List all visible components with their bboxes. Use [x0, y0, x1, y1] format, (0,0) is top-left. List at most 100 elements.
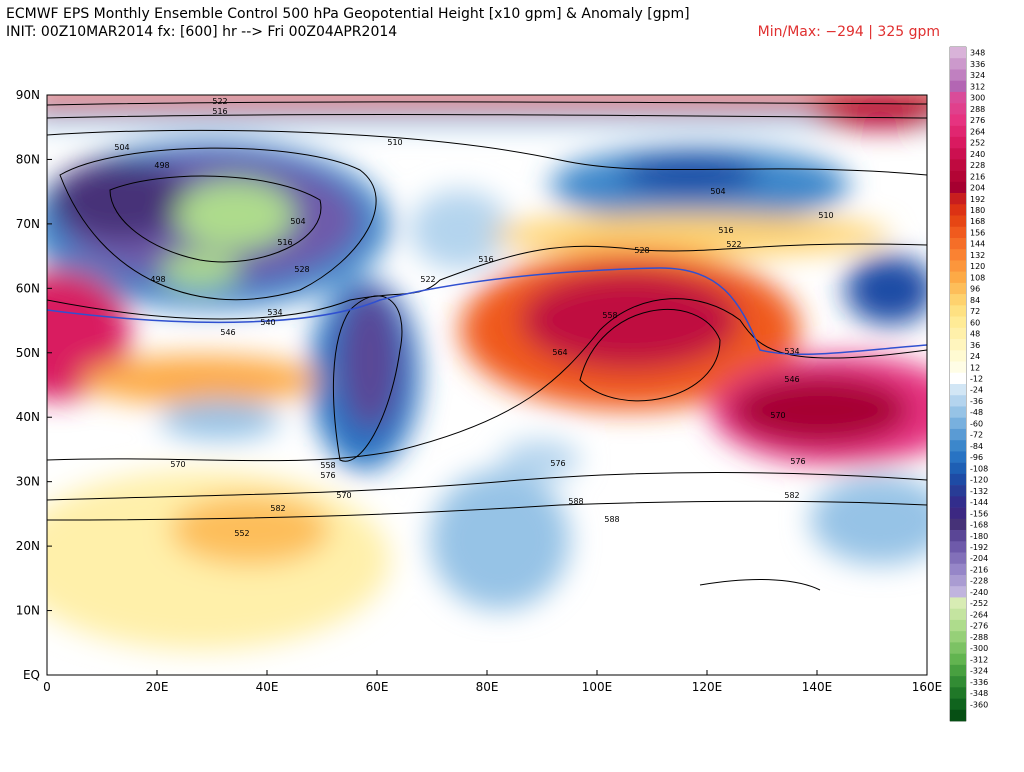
contour-label: 552 [234, 529, 249, 538]
colorbar-label: -360 [970, 700, 988, 709]
colorbar-swatch [950, 709, 966, 722]
colorbar-swatch [950, 125, 966, 138]
colorbar-swatch [950, 440, 966, 452]
colorbar-swatch [950, 350, 966, 362]
colorbar-label: 24 [970, 352, 980, 361]
colorbar-swatch [950, 249, 966, 261]
lon-label: 0 [43, 680, 51, 694]
contour-label: 588 [568, 497, 583, 506]
colorbar-label: 180 [970, 206, 985, 215]
colorbar-label: 276 [970, 116, 985, 125]
colorbar-label: 156 [970, 228, 985, 237]
colorbar-swatch [950, 136, 966, 149]
colorbar-swatch [950, 361, 966, 374]
colorbar-label: -300 [970, 644, 988, 653]
init-line: INIT: 00Z10MAR2014 fx: [600] hr --> Fri … [6, 24, 397, 40]
lat-label: 20N [16, 539, 40, 553]
colorbar-label: 120 [970, 262, 985, 271]
lat-label: 30N [16, 475, 40, 489]
contour-label: 498 [154, 161, 169, 170]
lat-label: EQ [23, 668, 40, 682]
contour-label: 546 [784, 375, 799, 384]
colorbar-swatch [950, 316, 966, 329]
lon-label: 140E [802, 680, 833, 694]
colorbar-swatch [950, 170, 966, 183]
contour-label: 510 [387, 138, 402, 147]
contour-label: 540 [260, 318, 275, 327]
colorbar-swatch [950, 294, 966, 306]
contour-label: 558 [602, 311, 617, 320]
colorbar-swatch [950, 698, 966, 711]
colorbar-swatch [950, 451, 966, 463]
colorbar-label: 252 [970, 139, 985, 148]
colorbar-label: -252 [970, 599, 988, 608]
colorbar-swatch [950, 428, 966, 441]
colorbar-label: -120 [970, 476, 988, 485]
colorbar-label: -84 [970, 442, 983, 451]
colorbar-swatch [950, 619, 966, 632]
colorbar-label: -180 [970, 532, 988, 541]
contour-label: 504 [710, 187, 725, 196]
contour-label: 522 [420, 275, 435, 284]
contour-label: 510 [818, 211, 833, 220]
colorbar-label: 228 [970, 161, 985, 170]
colorbar-label: -336 [970, 678, 988, 687]
colorbar-label: 216 [970, 172, 985, 181]
colorbar-label: 204 [970, 184, 985, 193]
title: ECMWF EPS Monthly Ensemble Control 500 h… [6, 6, 690, 22]
lat-label: 50N [16, 346, 40, 360]
lat-label: 40N [16, 410, 40, 424]
colorbar-label: -168 [970, 521, 988, 530]
colorbar-label: 144 [970, 240, 985, 249]
contour-label: 534 [267, 308, 282, 317]
colorbar-label: -48 [970, 408, 983, 417]
colorbar-swatch [950, 114, 966, 126]
colorbar-swatch [950, 103, 966, 115]
colorbar-label: -192 [970, 543, 988, 552]
colorbar-label: -12 [970, 375, 983, 384]
colorbar-swatch [950, 271, 966, 284]
contour-label: 516 [277, 238, 292, 247]
colorbar-label: 48 [970, 330, 980, 339]
colorbar-label: 300 [970, 94, 985, 103]
colorbar-swatch [950, 687, 966, 699]
colorbar-label: 96 [970, 285, 980, 294]
colorbar-swatch [950, 485, 966, 497]
colorbar-label: 288 [970, 105, 985, 114]
lat-label: 60N [16, 281, 40, 295]
colorbar-swatch [950, 384, 966, 396]
colorbar-swatch [950, 518, 966, 531]
colorbar-swatch [950, 597, 966, 609]
colorbar-label: -132 [970, 487, 988, 496]
lon-label: 120E [692, 680, 723, 694]
contour-label: 516 [718, 226, 733, 235]
contour-label: 522 [212, 97, 227, 106]
contour-label: 504 [290, 217, 305, 226]
contour-label: 528 [634, 246, 649, 255]
colorbar-swatch [950, 631, 966, 643]
colorbar-label: 60 [970, 318, 980, 327]
colorbar-swatch [950, 653, 966, 666]
contour-label: 498 [150, 275, 165, 284]
lat-label: 80N [16, 152, 40, 166]
contour-label: 570 [770, 411, 785, 420]
colorbar-swatch [950, 496, 966, 508]
min-max: Min/Max: −294 | 325 gpm [758, 24, 940, 40]
colorbar-label: -96 [970, 453, 983, 462]
colorbar-label: 264 [970, 127, 985, 136]
map-field [47, 95, 927, 675]
contour-label: 516 [212, 107, 227, 116]
colorbar-swatch [950, 541, 966, 553]
colorbar-swatch [950, 462, 966, 475]
lat-label: 10N [16, 604, 40, 618]
colorbar-label: 336 [970, 60, 985, 69]
contour-label: 516 [478, 255, 493, 264]
colorbar-label: 168 [970, 217, 985, 226]
colorbar-swatch [950, 305, 966, 317]
colorbar-label: 36 [970, 341, 980, 350]
colorbar-swatch [950, 204, 966, 216]
colorbar-label: -240 [970, 588, 988, 597]
lon-label: 80E [476, 680, 499, 694]
colorbar-swatch [950, 226, 966, 239]
